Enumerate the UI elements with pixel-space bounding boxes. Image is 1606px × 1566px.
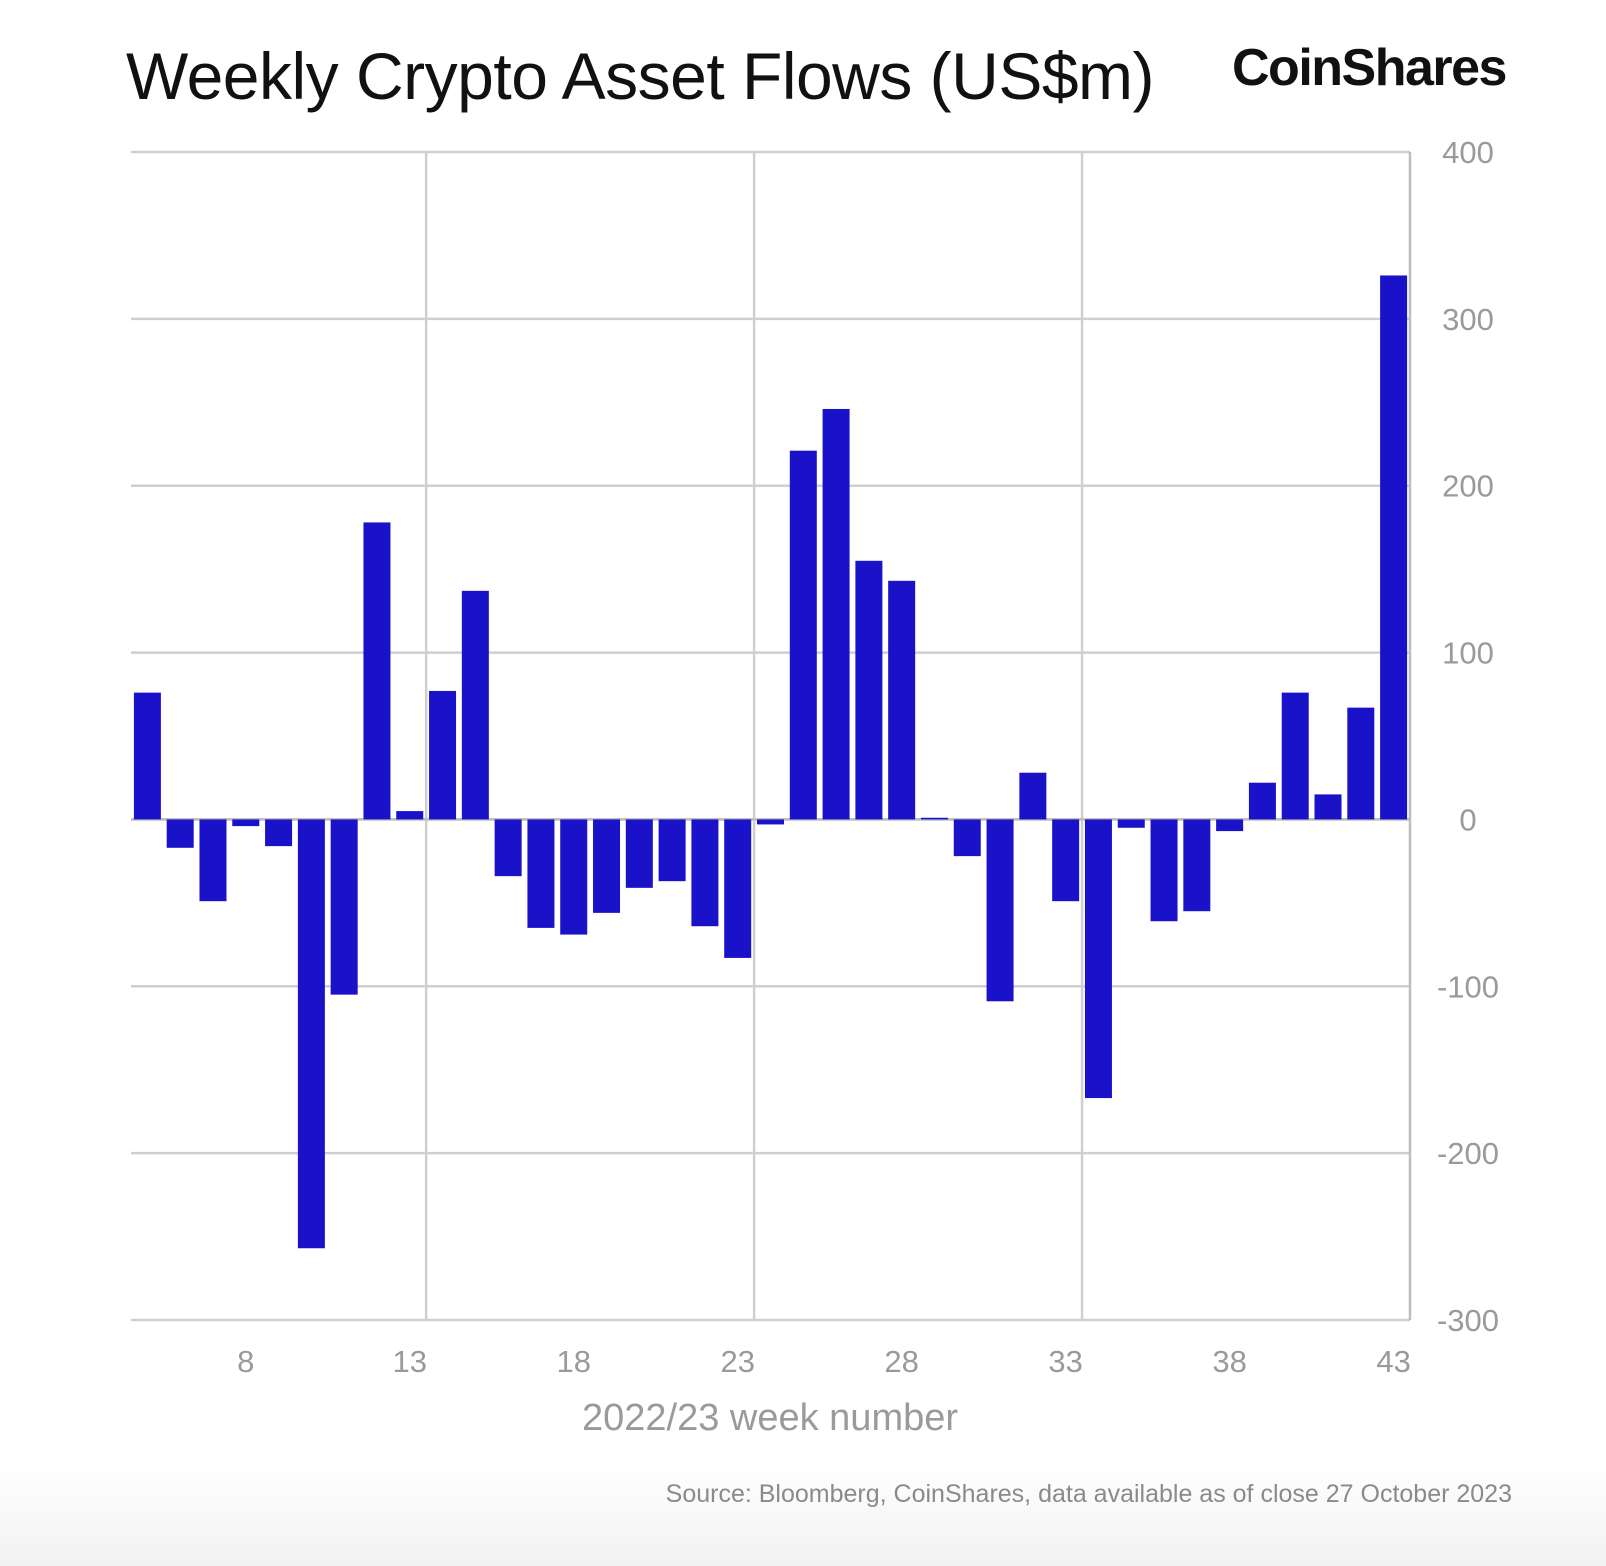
bar-week-27 (855, 560, 883, 820)
bar-week-10 (297, 819, 325, 1249)
x-axis-label: 2022/23 week number (582, 1397, 958, 1439)
y-tick-label: -200 (1437, 1136, 1499, 1171)
bar-week-22 (691, 819, 719, 927)
bar-week-34 (1084, 819, 1112, 1099)
bar-week-24 (757, 819, 784, 825)
bar-week-7 (199, 819, 227, 902)
bar-week-43 (1380, 275, 1408, 820)
bar-week-19 (593, 819, 621, 913)
y-tick-label: -300 (1437, 1303, 1499, 1338)
bar-week-12 (363, 522, 391, 820)
bar-week-16 (494, 819, 522, 877)
bar-week-38 (1216, 819, 1244, 832)
x-tick-label: 13 (393, 1344, 427, 1379)
bar-week-11 (330, 819, 358, 995)
source-note: Source: Bloomberg, CoinShares, data avai… (665, 1480, 1512, 1508)
bar-week-17 (527, 819, 555, 928)
bar-week-37 (1183, 819, 1211, 912)
x-tick-label: 18 (556, 1344, 590, 1379)
bar-week-32 (1019, 772, 1047, 820)
bar-week-33 (1052, 819, 1080, 902)
bar-week-31 (986, 819, 1014, 1002)
bar-week-25 (789, 450, 817, 820)
x-tick-labels: 8 13 18 23 28 33 38 43 (237, 1344, 1411, 1379)
bar-week-15 (461, 590, 489, 820)
y-tick-label: 400 (1442, 135, 1494, 170)
y-tick-labels: 400 300 200 100 0 -100 -200 -300 (1437, 135, 1499, 1338)
y-tick-label: 0 (1459, 802, 1476, 837)
bar-week-14 (429, 690, 457, 820)
bar-week-35 (1117, 819, 1145, 828)
bar-week-6 (166, 819, 194, 848)
y-tick-label: 100 (1442, 636, 1494, 671)
bars (133, 275, 1408, 1249)
bar-week-36 (1150, 819, 1178, 922)
bar-week-8 (232, 819, 260, 827)
bar-week-41 (1314, 794, 1342, 820)
bar-week-29 (920, 817, 948, 820)
y-tick-label: -100 (1437, 969, 1499, 1004)
chart-title: Weekly Crypto Asset Flows (US$m) (126, 39, 1155, 113)
x-tick-label: 38 (1212, 1344, 1246, 1379)
bar-week-39 (1248, 782, 1276, 820)
bar-week-23 (724, 819, 752, 958)
bar-week-5 (133, 692, 161, 820)
bar-week-30 (953, 819, 981, 857)
bar-week-40 (1281, 692, 1309, 820)
bar-week-28 (888, 580, 916, 820)
bar-week-42 (1347, 707, 1375, 820)
bar-week-26 (822, 408, 850, 820)
bar-week-13 (396, 811, 424, 820)
x-tick-label: 28 (884, 1344, 918, 1379)
x-tick-label: 33 (1048, 1344, 1082, 1379)
bar-week-18 (560, 819, 588, 935)
footer-band (0, 1460, 1606, 1566)
bar-week-20 (625, 819, 653, 888)
bar-week-21 (658, 819, 686, 882)
bar-chart: 400 300 200 100 0 -100 -200 -300 8 13 18 23 28 33 38 4… (131, 135, 1499, 1439)
x-tick-label: 23 (720, 1344, 754, 1379)
y-tick-label: 300 (1442, 302, 1494, 337)
x-tick-label: 8 (237, 1344, 254, 1379)
y-tick-label: 200 (1442, 469, 1494, 504)
bar-week-9 (265, 819, 293, 847)
x-tick-label: 43 (1376, 1344, 1410, 1379)
coinshares-logo: CoinShares (1232, 39, 1507, 97)
